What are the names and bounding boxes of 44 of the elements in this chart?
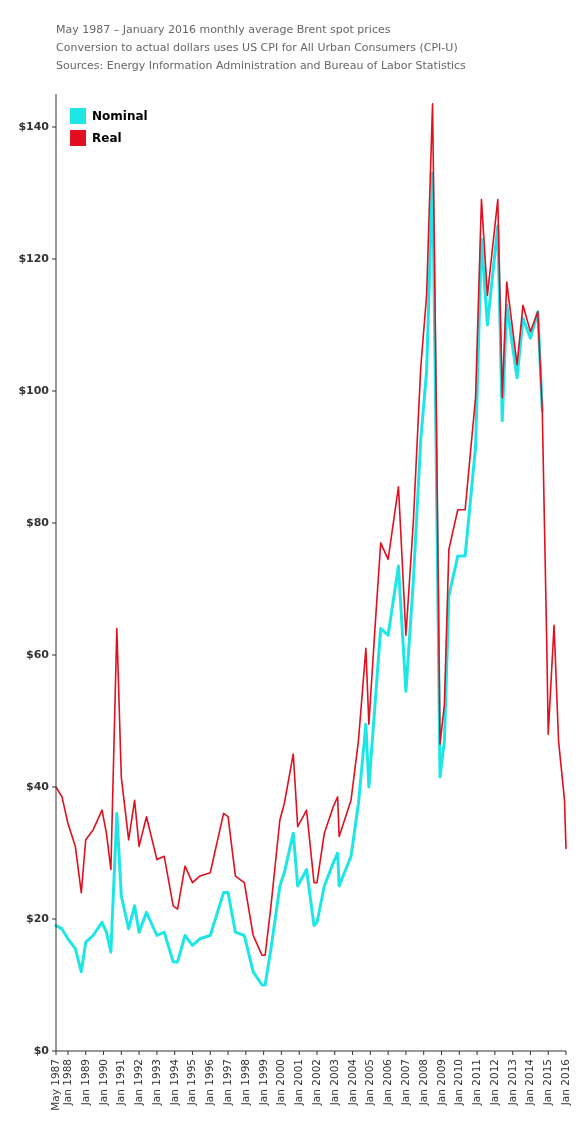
source-note: Sources: Energy Information Administration and Bureau of Labor Statistics (56, 59, 467, 72)
x-tick-label: Jan 2009 (434, 1059, 447, 1107)
x-tick-label: Jan 2003 (327, 1059, 340, 1107)
y-tick-label: $120 (18, 252, 50, 265)
x-tick-label: Jan 2005 (363, 1059, 376, 1107)
x-tick-label: Jan 1998 (238, 1059, 251, 1107)
x-tick-label: Jan 1988 (60, 1059, 73, 1107)
x-tick-label: Jan 1999 (256, 1059, 269, 1107)
x-tick-label: Jan 2016 (559, 1058, 571, 1107)
x-tick-label: Jan 1990 (96, 1059, 109, 1107)
y-tick-label: $140 (18, 120, 50, 133)
text: Conversion to actual dollars uses US CPI for All Urban Consumers (CPI-U) (56, 41, 458, 54)
x-tick-label: Jan 2015 (541, 1059, 554, 1107)
x-tick-label: Jan 1991 (114, 1059, 127, 1107)
x-tick-label: Jan 1989 (78, 1059, 91, 1107)
x-tick-label: Jan 2011 (470, 1059, 483, 1107)
y-tick-label: $60 (26, 648, 50, 661)
x-tick-label: Jan 2014 (523, 1058, 536, 1107)
x-tick-label: Jan 1993 (149, 1059, 162, 1107)
y-tick-label: $80 (26, 516, 50, 529)
x-tick-label: Jan 2013 (505, 1059, 518, 1107)
y-tick-label: $0 (33, 1044, 50, 1057)
x-tick-label: Jan 2006 (381, 1058, 394, 1107)
x-tick-label: Jan 2007 (398, 1059, 411, 1107)
y-tick-label: $40 (26, 780, 50, 793)
x-tick-label: Jan 2001 (292, 1059, 305, 1107)
x-tick-label: Jan 2002 (309, 1059, 322, 1107)
x-tick-label: Jan 2008 (416, 1059, 429, 1107)
x-tick-label: Jan 1994 (167, 1058, 180, 1107)
x-tick-label: May 1987 (49, 1059, 61, 1111)
x-tick-label: Jan 2000 (274, 1059, 287, 1107)
y-tick-label: $20 (26, 912, 50, 925)
x-tick-label: Jan 1997 (221, 1059, 234, 1107)
x-tick-label: Jan 2010 (452, 1059, 465, 1107)
line-series (55, 103, 567, 957)
x-tick-label: Jan 1995 (185, 1059, 198, 1107)
legend-label: Nominal (92, 108, 148, 123)
x-tick-label: Jan 2012 (487, 1059, 500, 1107)
x-tick-label: Jan 1996 (203, 1058, 216, 1107)
y-tick-label: $100 (18, 384, 50, 397)
x-tick-label: Jan 1992 (132, 1059, 145, 1107)
legend-label: Real (92, 130, 122, 145)
text: May 1987 – January 2016 monthly average Brent spot prices (56, 23, 391, 36)
x-tick-label: Jan 2004 (345, 1058, 358, 1107)
